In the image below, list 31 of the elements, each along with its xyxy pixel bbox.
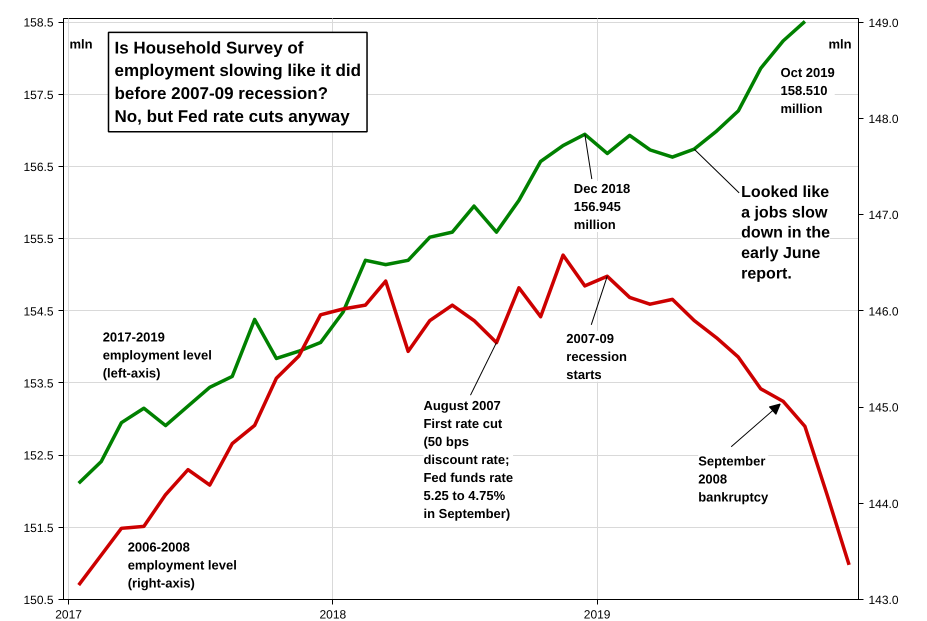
y2-tick-label: 147.0 xyxy=(868,208,899,222)
y-tick-label: 156.5 xyxy=(23,160,54,174)
annotation: Oct 2019 158.510 million xyxy=(780,65,835,116)
annotation: September 2008 bankruptcy xyxy=(698,454,770,505)
annotation: Looked like a jobs slow down in the early June report. xyxy=(741,184,830,282)
series-label: 2017-2019 employment level (left-axis) xyxy=(102,329,212,380)
y2-tick-label: 146.0 xyxy=(868,304,899,318)
x-tick-label: 2019 xyxy=(584,608,611,621)
series-label: 2006-2008 employment level (right-axis) xyxy=(128,539,237,590)
y-tick-label: 157.5 xyxy=(23,88,54,102)
y2-tick-label: 143.0 xyxy=(868,593,899,607)
y-tick-label: 152.5 xyxy=(23,448,54,463)
y2-tick-label: 148.0 xyxy=(868,112,899,126)
annotation: Dec 2018 156.945 million xyxy=(574,181,630,232)
y-tick-label: 150.5 xyxy=(23,593,54,607)
y2-axis-title: mln xyxy=(828,36,852,52)
x-tick-label: 2017 xyxy=(55,608,82,621)
y-tick-label: 154.5 xyxy=(23,304,54,318)
y2-tick-label: 145.0 xyxy=(868,400,899,415)
text: Is Household Survey of employment slowing like it did before 2007-09 recession? xyxy=(114,38,362,104)
y-tick-label: 151.5 xyxy=(23,520,54,535)
x-tick-label: 2018 xyxy=(319,608,347,621)
y-tick-label: 153.5 xyxy=(23,376,54,390)
y-axis-title: mln xyxy=(70,36,93,52)
y-tick-label: 155.5 xyxy=(23,232,54,246)
y-tick-label: 158.5 xyxy=(23,16,54,30)
y2-tick-label: 149.0 xyxy=(868,16,899,30)
text: No, but Fed rate cuts anyway xyxy=(114,106,350,126)
annotation: August 2007 First rate cut (50 bps discount rate; Fed funds rate 5.25 to 4.75% in September) xyxy=(423,398,514,522)
y2-tick-label: 144.0 xyxy=(868,496,899,511)
annotation: 2007-09 recession starts xyxy=(566,330,628,382)
